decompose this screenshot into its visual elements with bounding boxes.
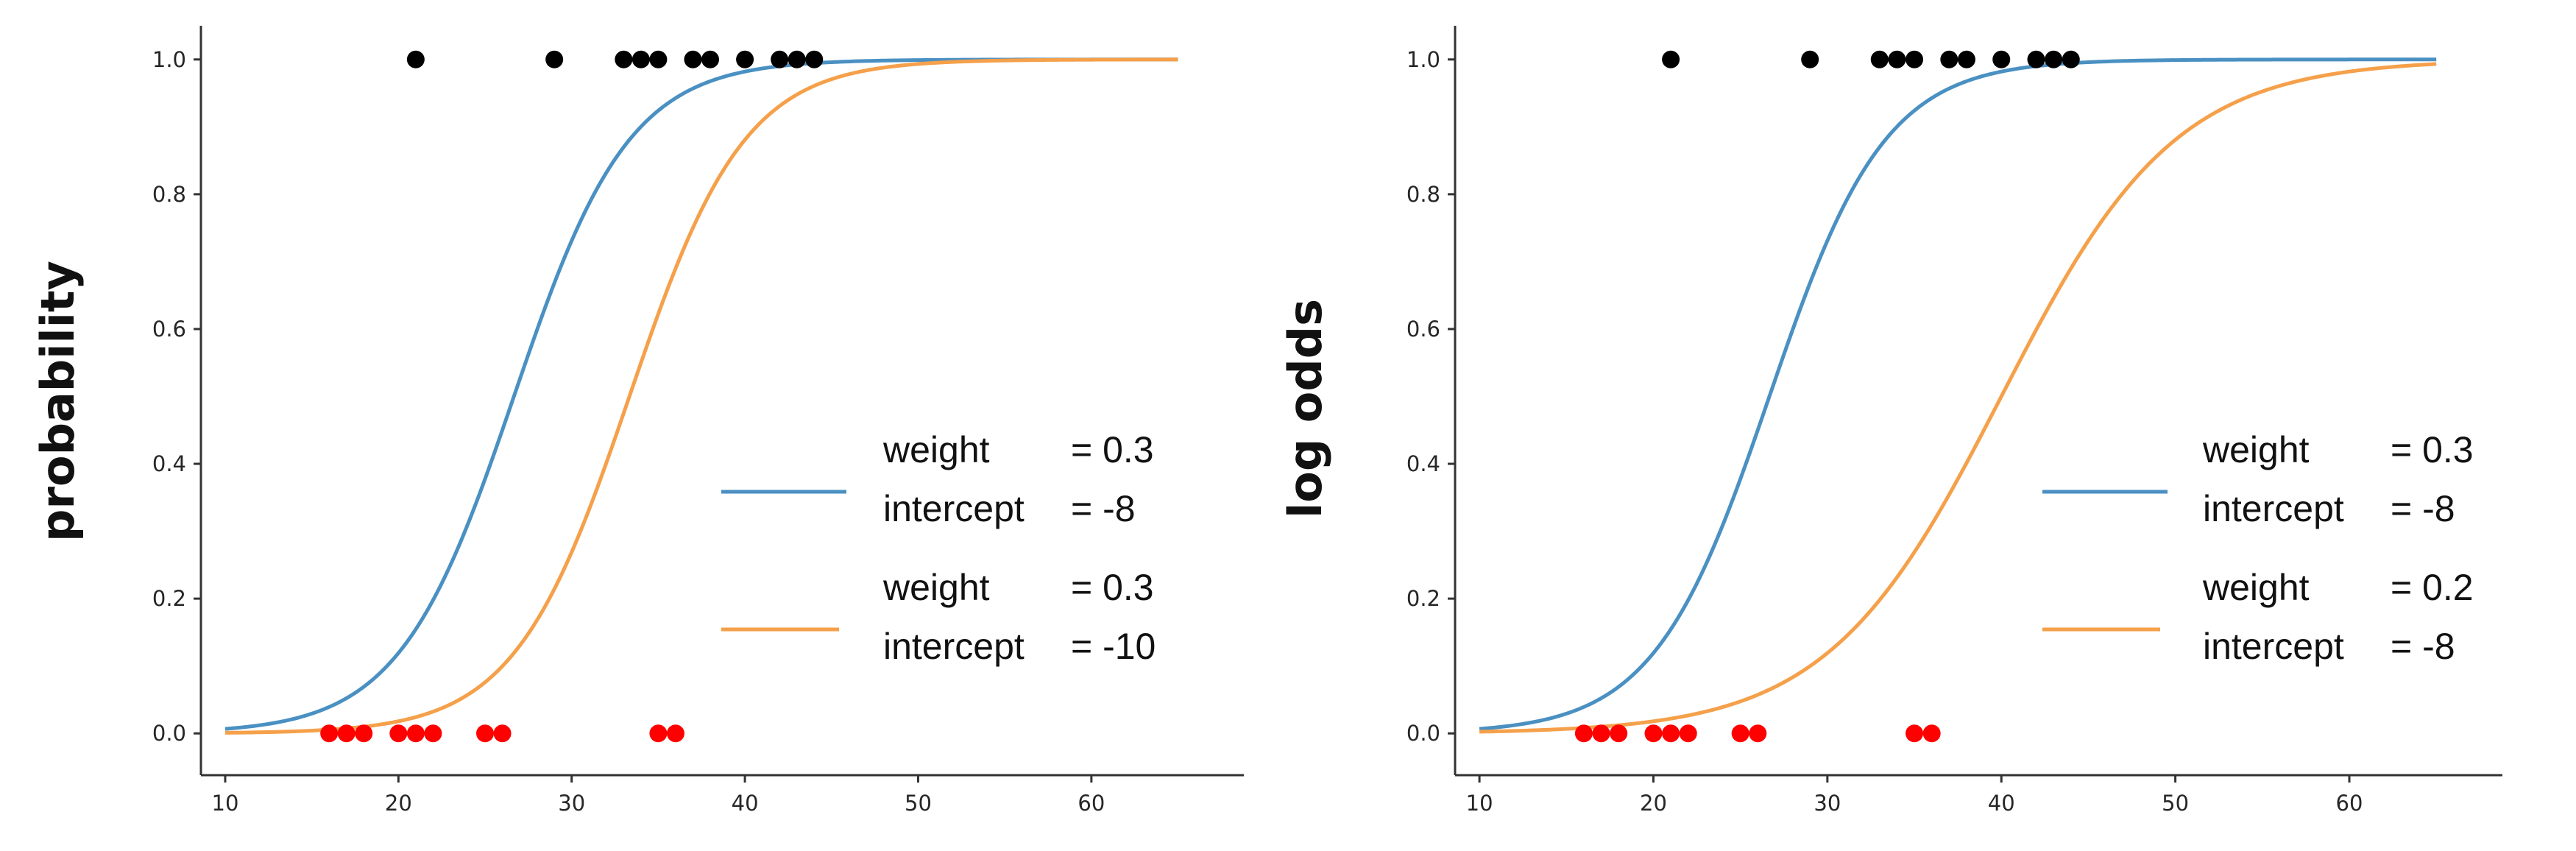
left-negative-point	[406, 724, 425, 743]
right-positive-point	[1662, 50, 1680, 68]
left-positive-point	[545, 50, 564, 68]
left-x-tick-label: 30	[558, 791, 585, 816]
right-positive-point	[1888, 50, 1906, 68]
left-y-tick-label: 1.0	[152, 47, 186, 72]
right-series-2-curve	[1479, 62, 2437, 734]
left-x-tick-label: 60	[1078, 791, 1105, 816]
right-negative-point	[1574, 724, 1593, 743]
left-negative-point	[649, 724, 668, 743]
left-x-tick-label: 10	[212, 791, 239, 816]
left-positive-point	[649, 50, 668, 68]
left-y-tick-label: 0.4	[152, 451, 186, 476]
left-positive-point	[736, 50, 754, 68]
right-y-tick-label: 0.8	[1406, 182, 1440, 207]
left-negative-point	[666, 724, 684, 743]
right-negative-point	[1906, 724, 1924, 743]
left-x-tick-label: 50	[905, 791, 932, 816]
right-positive-point	[1957, 50, 1975, 68]
right-negative-point	[1749, 724, 1767, 743]
right-legend-param-name: intercept	[2203, 626, 2344, 667]
left-legend-param-value: = 0.3	[1071, 567, 1154, 608]
right-y-tick-label: 0.2	[1406, 586, 1440, 611]
left-legend-param-value: = 0.3	[1071, 429, 1154, 470]
left-chart-panel: probability 0.0 0.2 0.4 0.6 0.8 1.0 10 20 30 40 50…	[31, 26, 1244, 816]
right-y-tick-label: 0.0	[1406, 721, 1440, 746]
right-negative-point	[1610, 724, 1628, 743]
left-legend-param-value: = -8	[1071, 488, 1136, 529]
left-y-tick-label: 0.2	[152, 586, 186, 611]
right-legend-param-name: intercept	[2203, 488, 2344, 529]
left-positive-point	[805, 50, 824, 68]
right-positive-point	[1870, 50, 1889, 68]
left-positive-point	[631, 50, 650, 68]
right-positive-point	[1801, 50, 1819, 68]
left-positive-point	[701, 50, 720, 68]
left-series-2-curve	[224, 57, 1178, 735]
right-legend-param-value: = 0.3	[2391, 429, 2474, 470]
right-x-tick-label: 10	[1466, 791, 1493, 816]
left-legend-param-name: weight	[882, 429, 990, 470]
right-positive-point	[2045, 50, 2063, 68]
left-negative-point	[389, 724, 408, 743]
right-y-tick-label: 0.4	[1406, 451, 1440, 476]
right-negative-point	[1662, 724, 1680, 743]
left-y-tick-label: 0.6	[152, 317, 186, 342]
right-positive-point	[1906, 50, 1924, 68]
right-legend-param-name: weight	[2202, 429, 2310, 470]
left-legend-param-name: intercept	[883, 626, 1025, 667]
left-negative-point	[493, 724, 512, 743]
right-negative-point	[1644, 724, 1663, 743]
left-legend-param-value: = -10	[1071, 626, 1156, 667]
right-legend-param-value: = -8	[2391, 626, 2455, 667]
left-negative-point	[337, 724, 355, 743]
right-negative-point	[1922, 724, 1941, 743]
left-legend-param-name: intercept	[883, 488, 1025, 529]
left-negative-point	[476, 724, 495, 743]
left-positive-point	[615, 50, 633, 68]
right-legend-param-value: = -8	[2391, 488, 2455, 529]
right-positive-point	[1940, 50, 1958, 68]
left-positive-point	[406, 50, 425, 68]
left-series-1-curve	[224, 57, 1178, 731]
left-positive-point	[788, 50, 806, 68]
right-legend-param-value: = 0.2	[2391, 567, 2474, 608]
left-positive-point	[771, 50, 789, 68]
right-series-1-curve	[1479, 57, 2437, 731]
left-positive-point	[684, 50, 702, 68]
right-negative-point	[1592, 724, 1610, 743]
left-y-axis-label: probability	[31, 261, 85, 542]
right-chart-panel: log odds 0.0 0.2 0.4 0.6 0.8 1.0 10 20 30 40 50 60 w…	[1278, 26, 2502, 816]
right-x-tick-label: 20	[1640, 791, 1667, 816]
right-x-tick-label: 60	[2336, 791, 2363, 816]
right-positive-point	[1992, 50, 2011, 68]
right-x-tick-label: 30	[1814, 791, 1841, 816]
right-negative-point	[1679, 724, 1697, 743]
left-y-tick-label: 0.8	[152, 182, 186, 207]
right-positive-point	[2062, 50, 2080, 68]
right-y-tick-label: 0.6	[1406, 317, 1440, 342]
left-y-tick-label: 0.0	[152, 721, 186, 746]
left-negative-point	[424, 724, 442, 743]
right-y-tick-label: 1.0	[1406, 47, 1440, 72]
right-legend-param-name: weight	[2202, 567, 2310, 608]
left-legend-param-name: weight	[882, 567, 990, 608]
left-negative-point	[320, 724, 339, 743]
right-x-tick-label: 40	[1988, 791, 2015, 816]
right-positive-point	[2027, 50, 2045, 68]
left-x-tick-label: 40	[732, 791, 759, 816]
right-negative-point	[1731, 724, 1749, 743]
left-negative-point	[355, 724, 373, 743]
left-x-tick-label: 20	[385, 791, 412, 816]
right-x-tick-label: 50	[2162, 791, 2189, 816]
right-y-axis-label: log odds	[1278, 299, 1332, 518]
